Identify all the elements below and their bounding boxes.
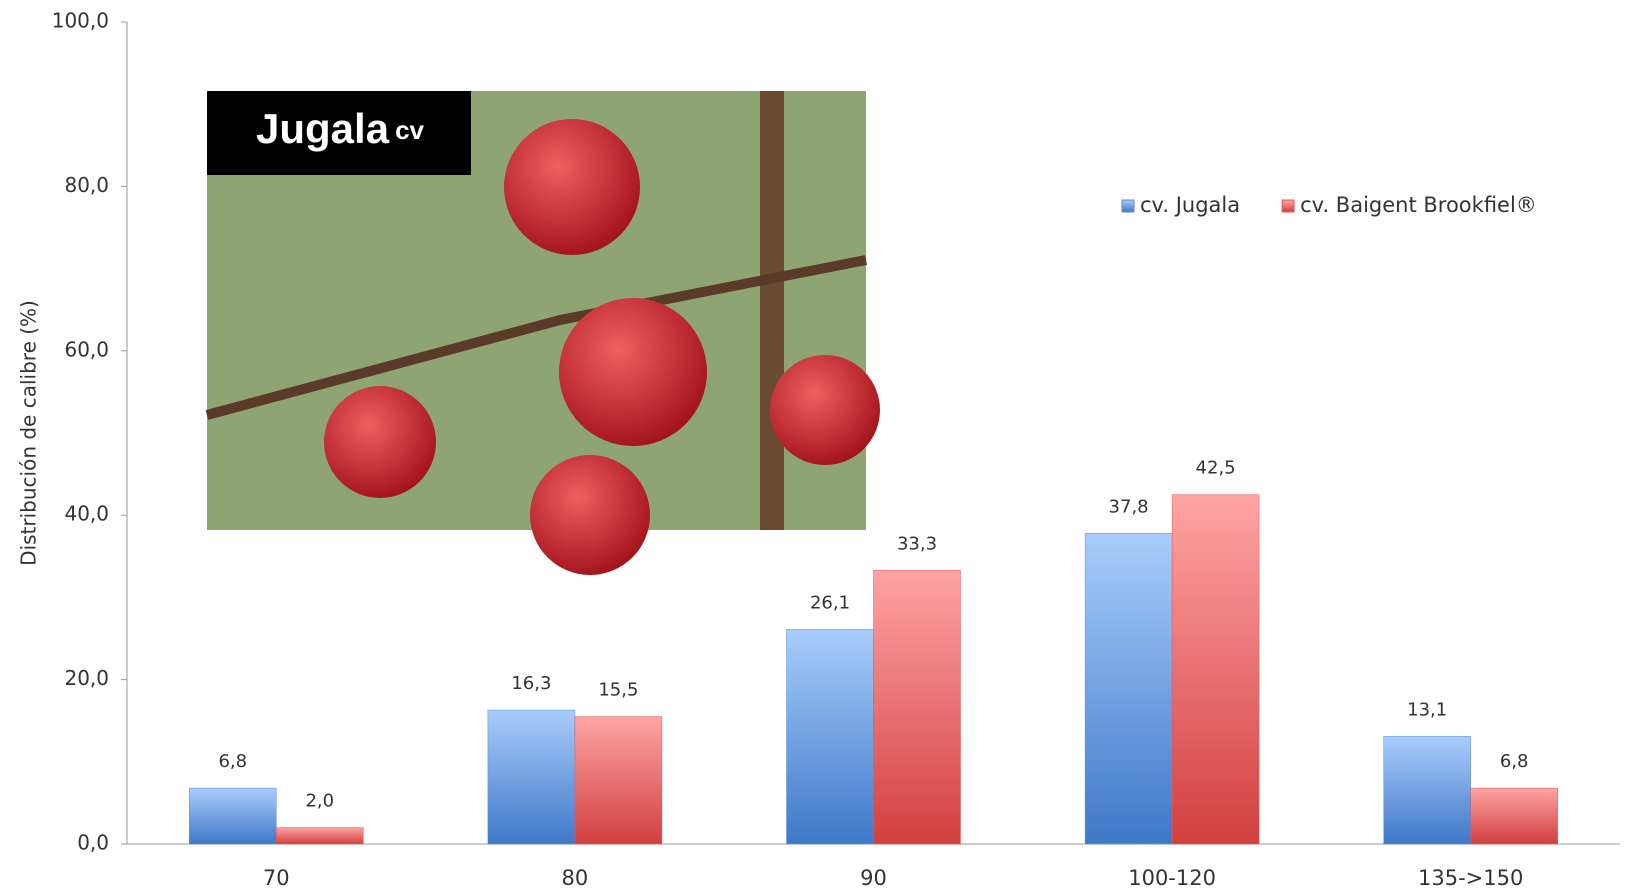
photo-title-sub: cv bbox=[395, 115, 424, 145]
y-axis-label: Distribución de calibre (%) bbox=[17, 300, 41, 566]
value-label: 13,1 bbox=[1407, 699, 1447, 720]
x-tick-label: 135->150 bbox=[1418, 866, 1523, 890]
value-label: 16,3 bbox=[511, 673, 551, 694]
photo-apple bbox=[770, 355, 880, 465]
value-label: 42,5 bbox=[1196, 458, 1236, 479]
bar bbox=[1171, 494, 1260, 845]
value-label: 2,0 bbox=[305, 791, 334, 812]
photo-trunk bbox=[760, 91, 784, 530]
value-label: 37,8 bbox=[1109, 496, 1149, 517]
value-label: 33,3 bbox=[897, 533, 937, 554]
legend-label: cv. Baigent Brookfiel® bbox=[1300, 193, 1537, 217]
photo-apple bbox=[324, 386, 436, 498]
bar bbox=[487, 709, 576, 845]
x-tick-label: 90 bbox=[860, 866, 887, 890]
bar bbox=[1084, 533, 1173, 845]
bar bbox=[574, 716, 663, 845]
y-tick-label: 40,0 bbox=[64, 502, 109, 526]
y-tick-label: 60,0 bbox=[64, 337, 109, 361]
x-tick-label: 100-120 bbox=[1128, 866, 1216, 890]
y-tick-label: 20,0 bbox=[64, 666, 109, 690]
legend-label: cv. Jugala bbox=[1140, 193, 1240, 217]
photo-inset: Jugala cv bbox=[205, 91, 880, 575]
x-tick-label: 80 bbox=[562, 866, 589, 890]
legend-swatch bbox=[1281, 199, 1295, 213]
photo-apple bbox=[530, 455, 650, 575]
value-label: 6,8 bbox=[1500, 751, 1529, 772]
bar bbox=[1383, 736, 1471, 845]
photo-branch bbox=[205, 255, 867, 420]
photo-title-main: Jugala bbox=[256, 105, 390, 152]
value-label: 6,8 bbox=[218, 751, 247, 772]
y-tick-label: 80,0 bbox=[64, 173, 109, 197]
bar bbox=[873, 570, 961, 845]
y-tick-label: 0,0 bbox=[77, 831, 109, 855]
photo-label-box bbox=[207, 91, 471, 175]
bar bbox=[1470, 787, 1558, 845]
bar bbox=[276, 827, 364, 845]
bar bbox=[786, 629, 874, 845]
bar bbox=[189, 787, 277, 845]
value-label: 15,5 bbox=[598, 680, 638, 701]
x-tick-label: 70 bbox=[263, 866, 290, 890]
photo-apple bbox=[559, 298, 707, 446]
photo-apple bbox=[504, 119, 640, 255]
photo-title: Jugala cv bbox=[256, 105, 425, 152]
value-label: 26,1 bbox=[810, 592, 850, 613]
y-tick-label: 100,0 bbox=[52, 9, 109, 33]
legend-swatch bbox=[1121, 199, 1135, 213]
